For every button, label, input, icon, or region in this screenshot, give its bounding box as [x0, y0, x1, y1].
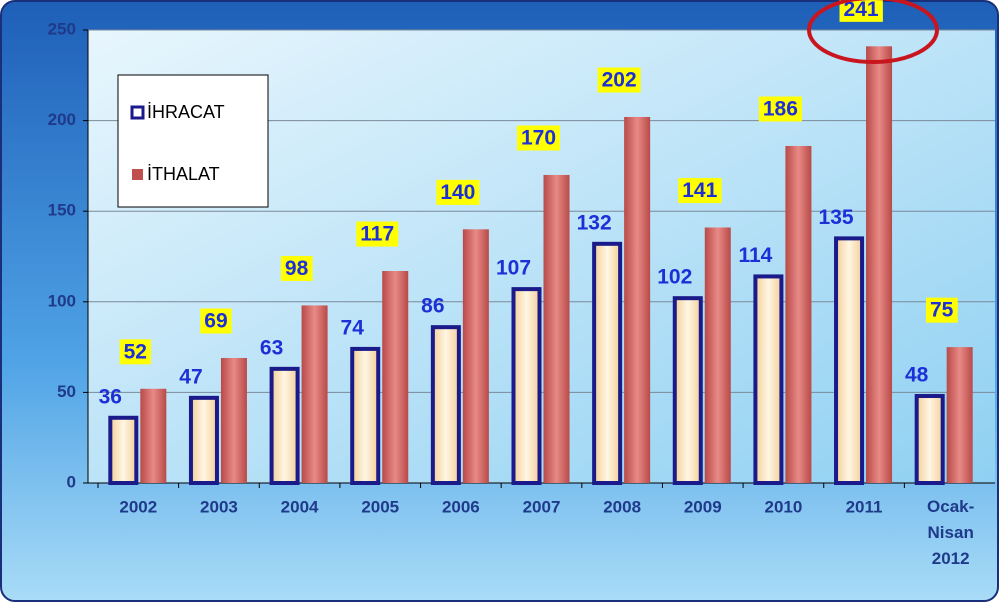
value-label: 202 [602, 69, 637, 92]
value-label: 52 [124, 340, 147, 363]
value-label: 75 [930, 299, 954, 322]
bar [220, 357, 247, 483]
y-tick-label: 50 [57, 382, 76, 401]
value-label-bg [597, 67, 641, 93]
value-label-bg [119, 339, 151, 365]
value-label: 132 [577, 211, 612, 234]
bar [785, 145, 812, 483]
bar [188, 395, 219, 485]
bar [866, 46, 893, 484]
value-label-bg [926, 297, 958, 323]
value-label-bg [280, 255, 313, 281]
bar [704, 227, 731, 483]
bar [350, 346, 381, 485]
value-label-bg [758, 96, 802, 122]
value-label: 140 [440, 181, 475, 204]
legend-swatch [132, 169, 143, 180]
value-label-bg [356, 221, 399, 247]
x-tick-label: 2006 [442, 497, 480, 516]
x-tick-label: 2010 [764, 497, 802, 516]
value-label: 48 [905, 364, 929, 387]
value-label-bg [516, 125, 561, 151]
value-label: 74 [341, 316, 365, 339]
bar [834, 236, 865, 485]
y-tick-label: 150 [48, 201, 76, 220]
bar [430, 325, 461, 485]
x-tick-label: 2009 [684, 497, 722, 516]
x-tick-label: Ocak-Nisan 2012 [927, 497, 974, 568]
bar [672, 296, 703, 485]
bar [301, 305, 328, 483]
legend-label: İTHALAT [147, 164, 220, 184]
legend-label: İHRACAT [147, 102, 225, 122]
y-tick-label: 0 [67, 472, 76, 491]
value-label: 36 [99, 385, 122, 408]
bar [592, 241, 623, 485]
value-label: 107 [496, 257, 531, 280]
value-label: 186 [763, 98, 798, 121]
x-tick-label: 2004 [281, 497, 319, 516]
value-label: 114 [738, 244, 772, 267]
y-tick-label: 200 [48, 110, 76, 129]
value-label: 117 [360, 223, 394, 246]
legend [117, 74, 269, 208]
value-label: 98 [285, 257, 309, 280]
bar [914, 394, 945, 485]
value-label: 141 [682, 179, 717, 202]
value-label-bg [678, 178, 722, 204]
x-tick-label: 2011 [846, 497, 883, 516]
y-tick-label: 100 [48, 291, 76, 310]
legend-swatch [130, 105, 145, 120]
value-label-bg [200, 308, 232, 334]
x-tick-label: 2002 [119, 497, 157, 516]
value-label: 102 [657, 266, 692, 289]
bar [511, 287, 542, 485]
x-tick-label: 2007 [523, 497, 561, 516]
bar [140, 388, 167, 483]
bar [753, 274, 784, 485]
x-tick-label: 2003 [200, 497, 238, 516]
value-label: 170 [521, 127, 556, 150]
value-label: 241 [844, 0, 879, 21]
x-tick-label: 2008 [603, 497, 641, 516]
x-tick-label: 2005 [361, 497, 399, 516]
bar [543, 174, 570, 483]
value-label-bg [436, 179, 480, 205]
highlight-circle [807, 0, 939, 64]
value-label: 135 [819, 206, 854, 229]
bar [946, 347, 973, 483]
bar [269, 366, 300, 485]
bar [462, 229, 489, 483]
y-tick-label: 250 [48, 19, 76, 38]
value-label: 86 [421, 295, 444, 318]
value-label-bg [839, 0, 883, 22]
bar [108, 415, 139, 486]
bar [624, 116, 651, 483]
value-label: 47 [179, 365, 202, 388]
value-label: 63 [260, 336, 283, 359]
value-label: 69 [204, 310, 227, 333]
bar [382, 270, 409, 483]
